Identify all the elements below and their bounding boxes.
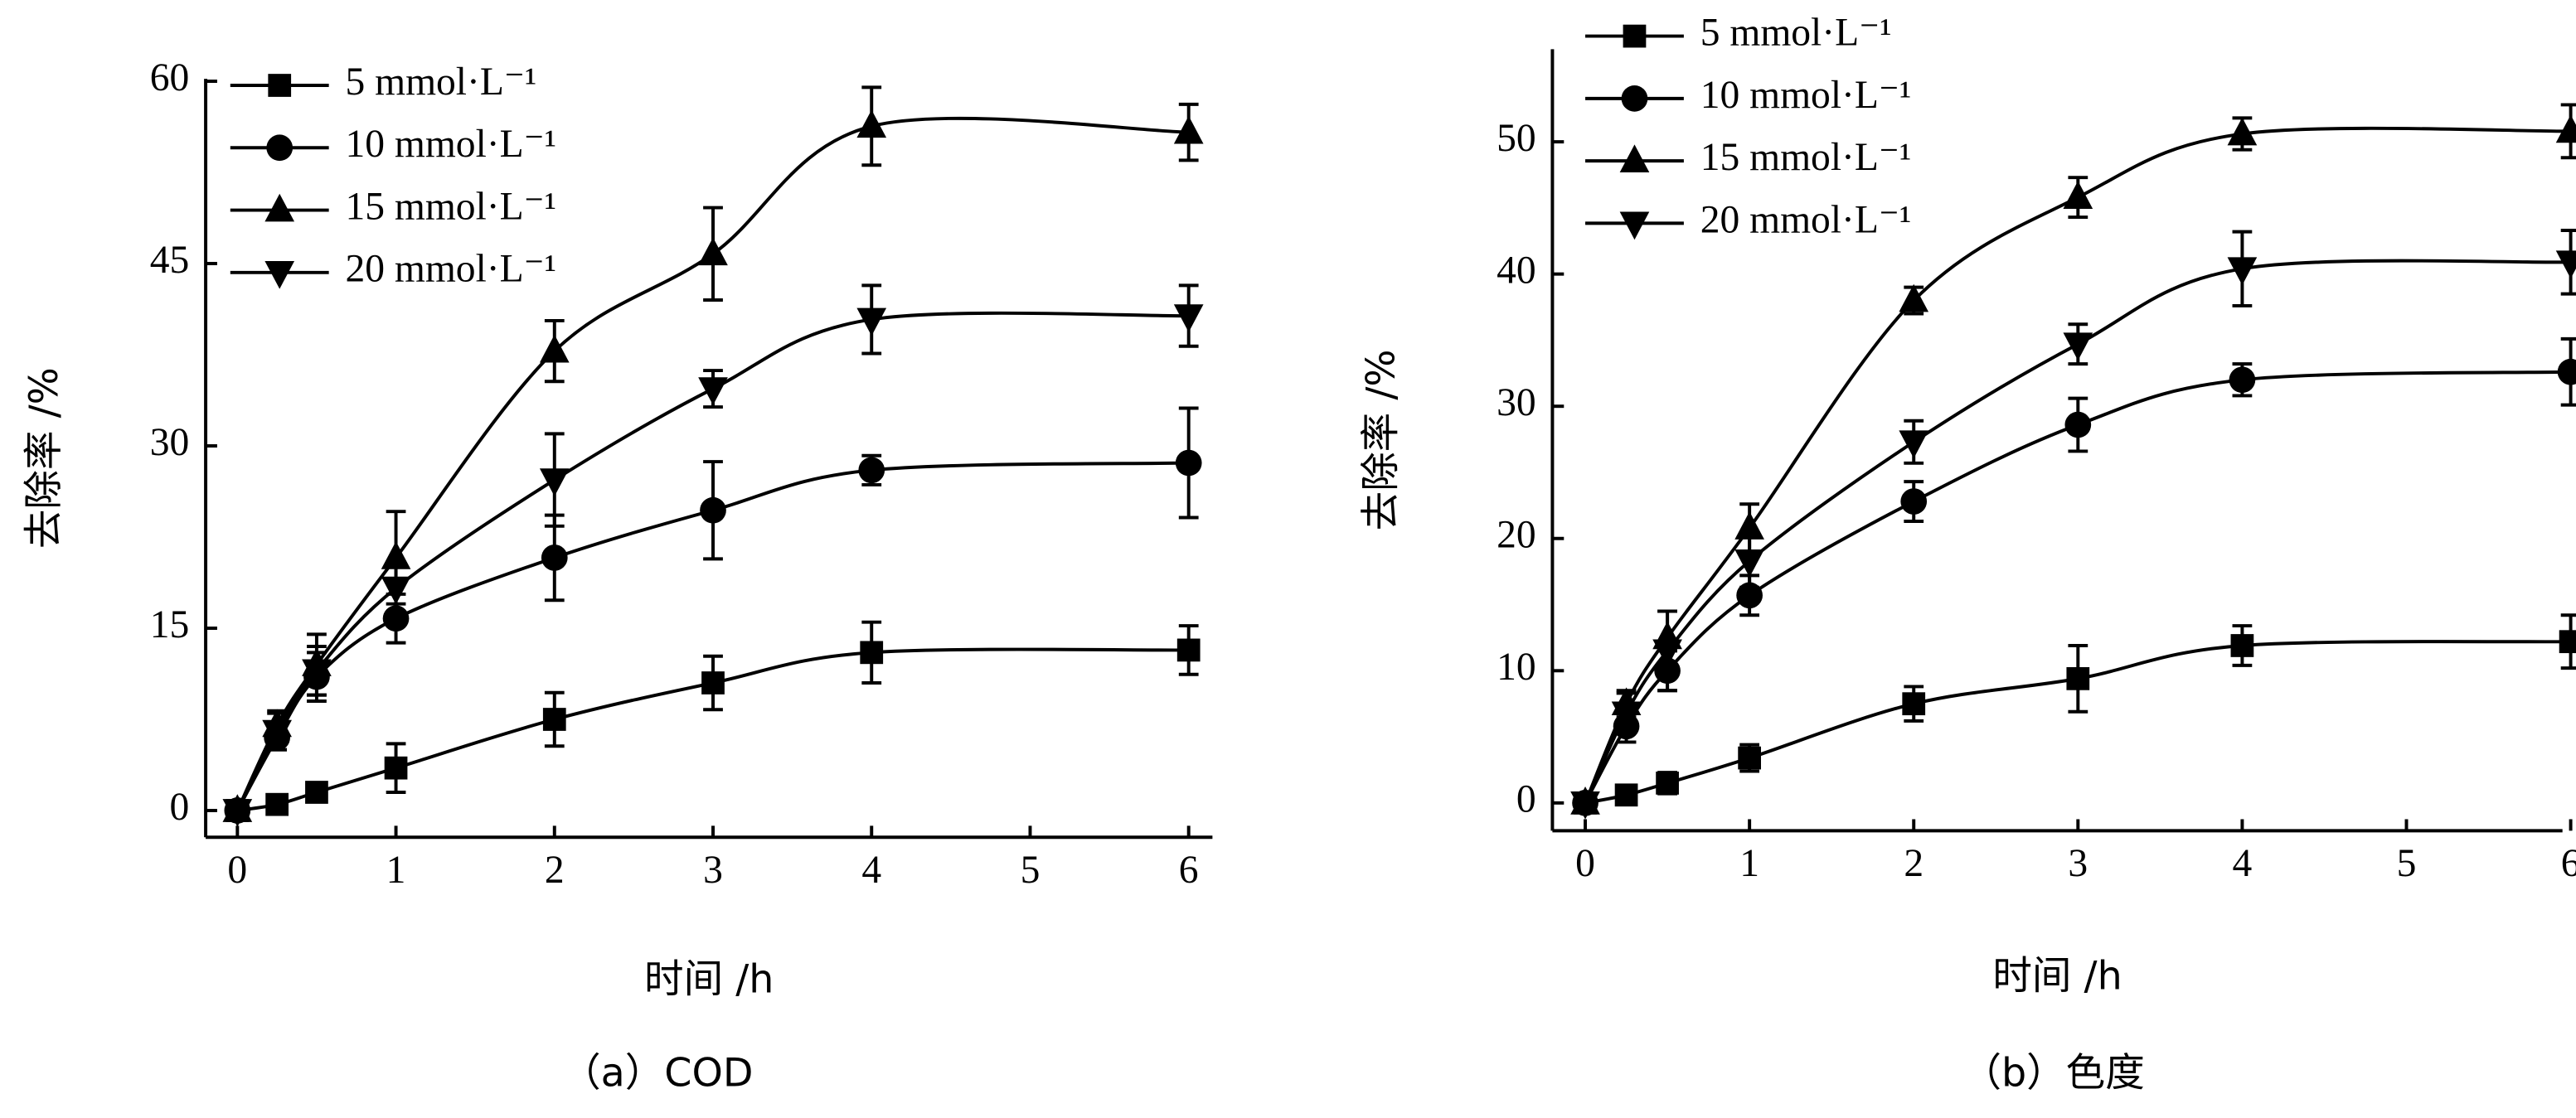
marker: [1656, 772, 1679, 795]
marker: [2063, 332, 2093, 361]
marker: [1173, 115, 1204, 144]
marker: [264, 260, 295, 289]
y-axis-label: 去除率 /%: [22, 367, 67, 549]
y-tick-label: 50: [1497, 117, 1536, 160]
x-tick-label: 2: [545, 849, 565, 892]
marker: [1902, 692, 1926, 716]
marker: [2066, 666, 2090, 690]
marker: [1738, 746, 1762, 770]
marker: [539, 468, 570, 496]
marker: [1570, 791, 1600, 820]
x-tick-label: 5: [1021, 849, 1041, 892]
marker: [1173, 304, 1204, 332]
marker: [1734, 511, 1764, 540]
marker: [1900, 488, 1928, 515]
marker: [264, 193, 295, 222]
marker: [698, 237, 728, 266]
marker: [1621, 85, 1648, 112]
x-axis-label: 时间 /h: [1992, 954, 2122, 999]
x-tick-label: 2: [1904, 842, 1924, 885]
y-tick-label: 0: [1516, 778, 1536, 821]
marker: [541, 544, 568, 571]
x-tick-label: 5: [2397, 842, 2417, 885]
y-tick-label: 30: [1497, 381, 1536, 424]
caption: （a）COD: [561, 1050, 753, 1096]
x-tick-label: 1: [386, 849, 406, 892]
x-tick-label: 3: [703, 849, 723, 892]
legend-label: 20 mmol·L⁻¹: [1700, 198, 1912, 241]
marker: [1734, 549, 1764, 578]
x-axis-label: 时间 /h: [644, 957, 774, 1003]
marker: [1623, 24, 1647, 48]
marker: [1176, 638, 1201, 662]
marker: [2227, 117, 2258, 146]
x-tick-label: 1: [1739, 842, 1759, 885]
y-tick-label: 40: [1497, 249, 1536, 293]
marker: [2559, 630, 2576, 654]
marker: [384, 756, 408, 780]
marker: [1619, 144, 1650, 172]
y-tick-label: 30: [150, 421, 190, 464]
marker: [305, 781, 328, 804]
legend-label: 5 mmol·L⁻¹: [345, 60, 536, 104]
y-tick-label: 0: [170, 786, 190, 829]
marker: [1619, 211, 1650, 240]
marker: [856, 307, 887, 336]
marker: [698, 377, 728, 405]
x-tick-label: 3: [2068, 842, 2088, 885]
x-tick-label: 4: [861, 849, 881, 892]
marker: [1652, 639, 1682, 668]
marker: [1899, 430, 1929, 459]
caption: （b）色度: [1962, 1050, 2144, 1096]
x-tick-label: 0: [1575, 842, 1595, 885]
legend-label: 20 mmol·L⁻¹: [345, 248, 556, 291]
legend-label: 10 mmol·L⁻¹: [345, 123, 556, 166]
legend-label: 15 mmol·L⁻¹: [1700, 136, 1912, 179]
marker: [2555, 250, 2576, 279]
marker: [1614, 783, 1638, 807]
marker: [2229, 366, 2256, 394]
marker: [858, 457, 885, 484]
marker: [1611, 701, 1642, 730]
fit-curve: [1584, 126, 2571, 804]
marker: [2064, 411, 2092, 438]
marker: [701, 671, 725, 695]
marker: [2557, 358, 2576, 385]
marker: [539, 334, 570, 363]
marker: [2227, 257, 2258, 286]
y-tick-label: 60: [150, 56, 190, 99]
marker: [2555, 114, 2576, 143]
marker: [2230, 634, 2254, 657]
legend-label: 15 mmol·L⁻¹: [345, 185, 556, 228]
y-axis-label: 去除率 /%: [1358, 349, 1404, 530]
marker: [860, 641, 884, 665]
marker: [302, 659, 332, 688]
marker: [262, 719, 292, 748]
y-tick-label: 10: [1497, 646, 1536, 689]
y-tick-label: 15: [150, 603, 190, 646]
marker: [700, 496, 726, 524]
marker: [856, 109, 887, 138]
marker: [265, 792, 289, 816]
marker: [266, 134, 293, 162]
y-tick-label: 45: [150, 239, 190, 282]
marker: [222, 799, 253, 827]
marker: [268, 74, 292, 97]
x-tick-label: 6: [2561, 842, 2576, 885]
y-tick-label: 20: [1497, 514, 1536, 557]
legend-label: 5 mmol·L⁻¹: [1700, 11, 1892, 54]
marker: [542, 708, 566, 731]
x-tick-label: 4: [2233, 842, 2253, 885]
marker: [2063, 181, 2093, 209]
marker: [381, 576, 411, 605]
marker: [1899, 283, 1929, 312]
x-tick-label: 6: [1179, 849, 1199, 892]
legend-label: 10 mmol·L⁻¹: [1700, 74, 1912, 117]
marker: [1175, 449, 1202, 477]
x-tick-label: 0: [227, 849, 247, 892]
